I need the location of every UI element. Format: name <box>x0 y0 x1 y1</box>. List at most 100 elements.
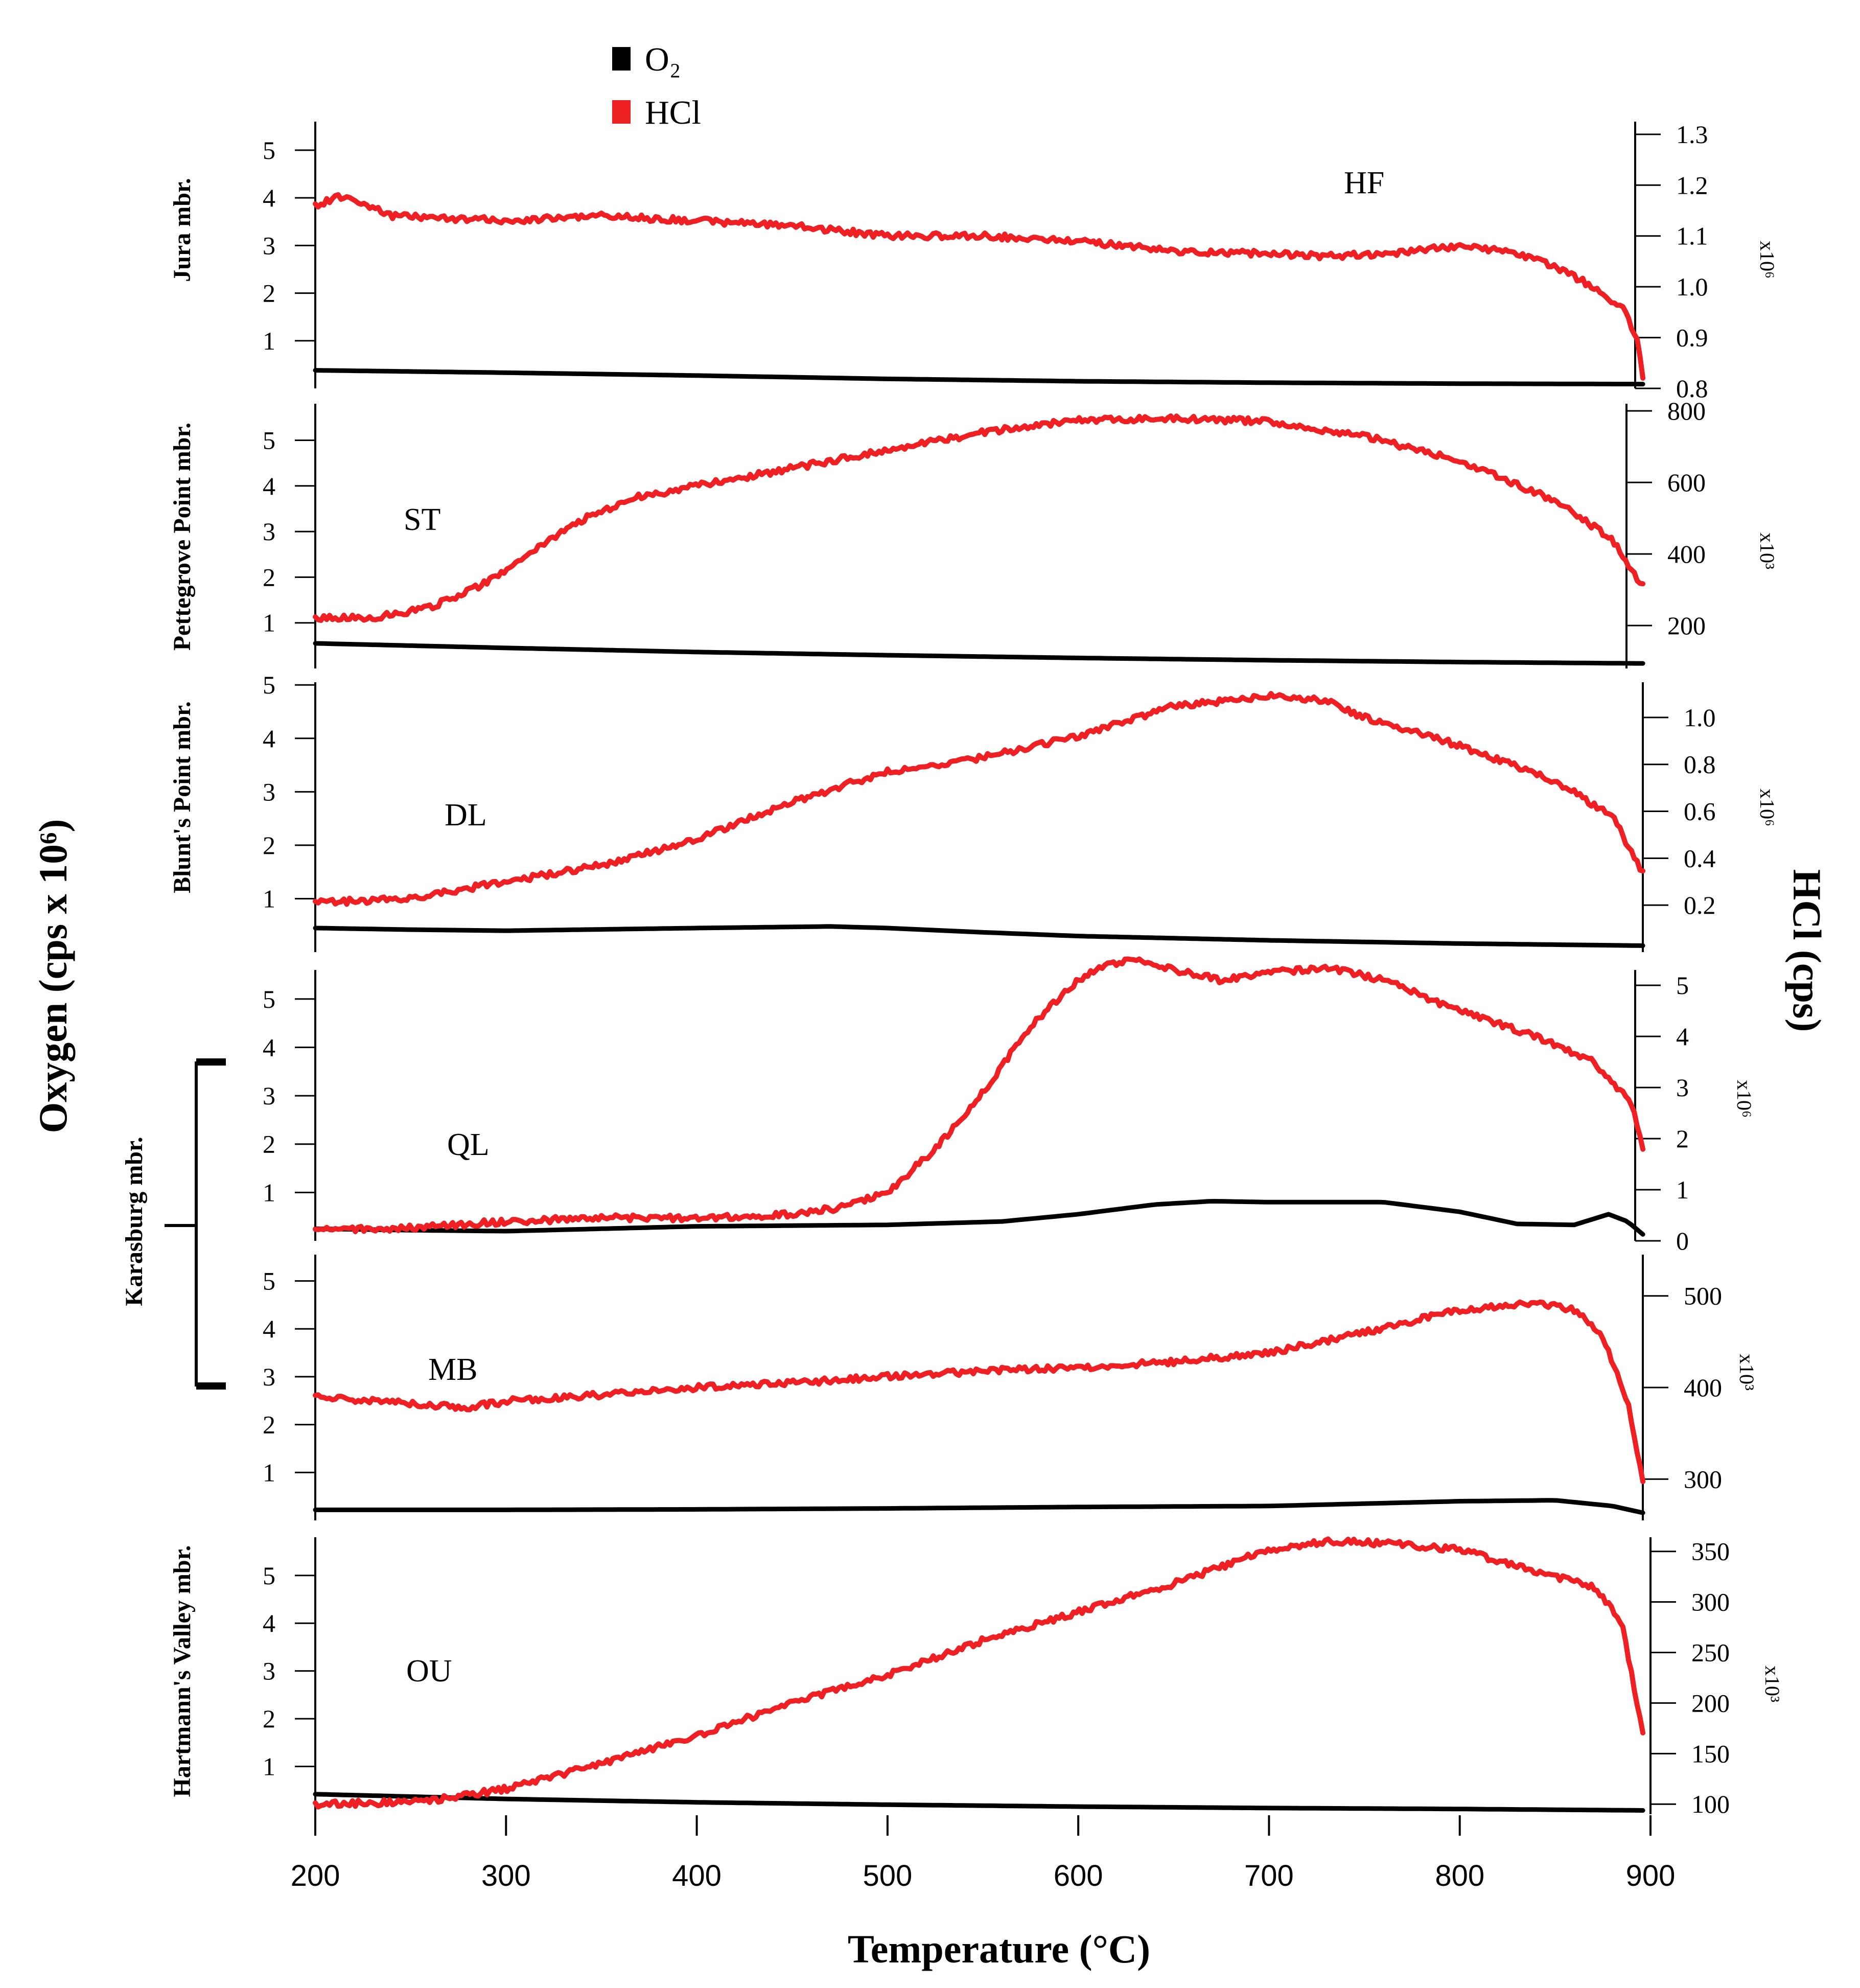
left-axis-title: Oxygen (cps x 10⁶) <box>31 819 75 1134</box>
sample-label-st: ST <box>404 502 440 537</box>
left-tick-label: 3 <box>263 1081 275 1110</box>
left-tick-label: 5 <box>263 985 275 1013</box>
right-scale-label: x10³ <box>1735 1354 1758 1391</box>
left-tick-label: 3 <box>263 1362 275 1391</box>
left-tick-label: 4 <box>263 1609 275 1637</box>
right-tick-label: 1.2 <box>1676 171 1708 199</box>
panel-dl: 1 2 3 4 5 0.2 0.4 0.6 0.8 1.0 x10⁶ DL <box>263 671 1779 952</box>
left-tick-label: 1 <box>263 1178 275 1207</box>
right-scale-label: x10⁶ <box>1733 1080 1756 1118</box>
right-tick-label: 250 <box>1691 1638 1730 1667</box>
x-axis: 200 300 400 500 600 700 800 900 <box>291 1814 1676 1892</box>
left-tick-label: 4 <box>263 1033 275 1061</box>
panel-ql: 1 2 3 4 5 0 1 2 3 4 5 x10⁶ QL <box>263 956 1756 1255</box>
karasburg-bracket <box>165 1058 226 1390</box>
hcl-line <box>313 1536 1646 1810</box>
right-tick-label: 200 <box>1667 611 1706 640</box>
sample-label-mb: MB <box>428 1352 477 1387</box>
x-tick-label: 500 <box>863 1859 912 1892</box>
right-tick-label: 500 <box>1684 1282 1722 1310</box>
right-tick-label: 2 <box>1676 1124 1689 1153</box>
left-tick-label: 2 <box>263 1704 275 1733</box>
left-tick-label: 3 <box>263 231 275 260</box>
right-tick-label: 1.0 <box>1684 703 1716 732</box>
legend-swatch-o2 <box>612 47 631 71</box>
x-axis-title: Temperature (°C) <box>848 1927 1150 1971</box>
left-tick-label: 2 <box>263 1130 275 1159</box>
legend-swatch-hcl <box>612 100 631 124</box>
left-tick-label: 1 <box>263 609 275 637</box>
left-tick-label: 1 <box>263 327 275 355</box>
right-tick-label: 0.8 <box>1676 374 1708 403</box>
right-scale-label: x10⁶ <box>1756 241 1779 279</box>
hcl-line <box>313 956 1646 1234</box>
legend-label-hcl: HCl <box>645 94 701 131</box>
right-tick-label: 0.2 <box>1684 891 1716 919</box>
legend: O₂ HCl <box>612 41 701 131</box>
panel-ou: 1 2 3 4 5 100 150 200 250 300 350 x10³ OU <box>263 1536 1784 1818</box>
o2-line <box>313 641 1645 666</box>
right-tick-label: 400 <box>1684 1373 1722 1402</box>
left-tick-label: 1 <box>263 884 275 913</box>
right-tick-label: 1.1 <box>1676 222 1708 250</box>
right-scale-label: x10³ <box>1761 1666 1784 1702</box>
right-tick-label: 350 <box>1691 1537 1730 1566</box>
left-tick-label: 4 <box>263 183 275 212</box>
sample-label-hf: HF <box>1344 166 1384 200</box>
left-tick-label: 2 <box>263 563 275 591</box>
hcl-line <box>313 413 1646 623</box>
right-tick-label: 800 <box>1667 397 1706 425</box>
right-tick-label: 300 <box>1691 1588 1730 1616</box>
left-tick-label: 4 <box>263 472 275 500</box>
right-tick-label: 1.0 <box>1676 272 1708 301</box>
x-tick-label: 200 <box>291 1859 340 1892</box>
left-tick-label: 1 <box>263 1458 275 1487</box>
panel-mb: 1 2 3 4 5 300 400 500 x10³ MB <box>263 1255 1758 1520</box>
member-label: Pettegrove Point mbr. <box>169 423 196 651</box>
o2-line <box>313 368 1645 387</box>
hcl-line <box>313 691 1646 907</box>
left-tick-label: 3 <box>263 777 275 806</box>
hcl-line <box>313 192 1646 381</box>
left-tick-label: 5 <box>263 1561 275 1590</box>
right-tick-label: 0 <box>1676 1227 1689 1255</box>
member-label: Jura mbr. <box>169 178 196 282</box>
right-tick-label: 0.8 <box>1684 750 1716 779</box>
left-tick-label: 5 <box>263 426 275 454</box>
panel-st: 1 2 3 4 5 200 400 600 800 x10³ ST <box>263 397 1779 668</box>
right-tick-label: 1.3 <box>1676 120 1708 149</box>
sample-label-dl: DL <box>445 798 487 833</box>
x-tick-label: 300 <box>481 1859 531 1892</box>
x-tick-label: 900 <box>1626 1859 1676 1892</box>
right-scale-label: x10⁶ <box>1756 789 1779 826</box>
legend-label-o2: O₂ <box>645 41 681 78</box>
right-tick-label: 4 <box>1676 1022 1689 1051</box>
left-tick-label: 4 <box>263 1314 275 1343</box>
hcl-line <box>313 1299 1646 1485</box>
left-tick-label: 5 <box>263 136 275 165</box>
o2-line <box>313 1498 1645 1515</box>
left-tick-label: 3 <box>263 517 275 546</box>
right-tick-label: 0.4 <box>1684 844 1716 872</box>
o2-line <box>313 1199 1645 1237</box>
right-tick-label: 5 <box>1676 971 1689 1000</box>
left-tick-label: 3 <box>263 1657 275 1685</box>
left-tick-label: 4 <box>263 724 275 753</box>
right-tick-label: 0.9 <box>1676 323 1708 352</box>
sample-label-ql: QL <box>447 1127 490 1162</box>
left-tick-label: 2 <box>263 1411 275 1439</box>
left-tick-label: 2 <box>263 831 275 860</box>
right-tick-label: 0.6 <box>1684 797 1716 826</box>
member-label-karasburg: Karasburg mbr. <box>121 1137 148 1306</box>
x-tick-label: 600 <box>1054 1859 1103 1892</box>
member-label: Blunt's Point mbr. <box>169 701 196 893</box>
panel-hf: 1 2 3 4 5 0.8 0.9 1.0 1.1 1.2 1.3 x10⁶ HF <box>263 120 1779 403</box>
right-tick-label: 100 <box>1691 1790 1730 1818</box>
o2-line <box>313 1792 1645 1813</box>
left-tick-label: 2 <box>263 279 275 308</box>
left-tick-label: 5 <box>263 671 275 699</box>
right-scale-label: x10³ <box>1756 533 1779 569</box>
member-label: Hartmann's Valley mbr. <box>169 1545 196 1797</box>
right-tick-label: 1 <box>1676 1175 1689 1204</box>
